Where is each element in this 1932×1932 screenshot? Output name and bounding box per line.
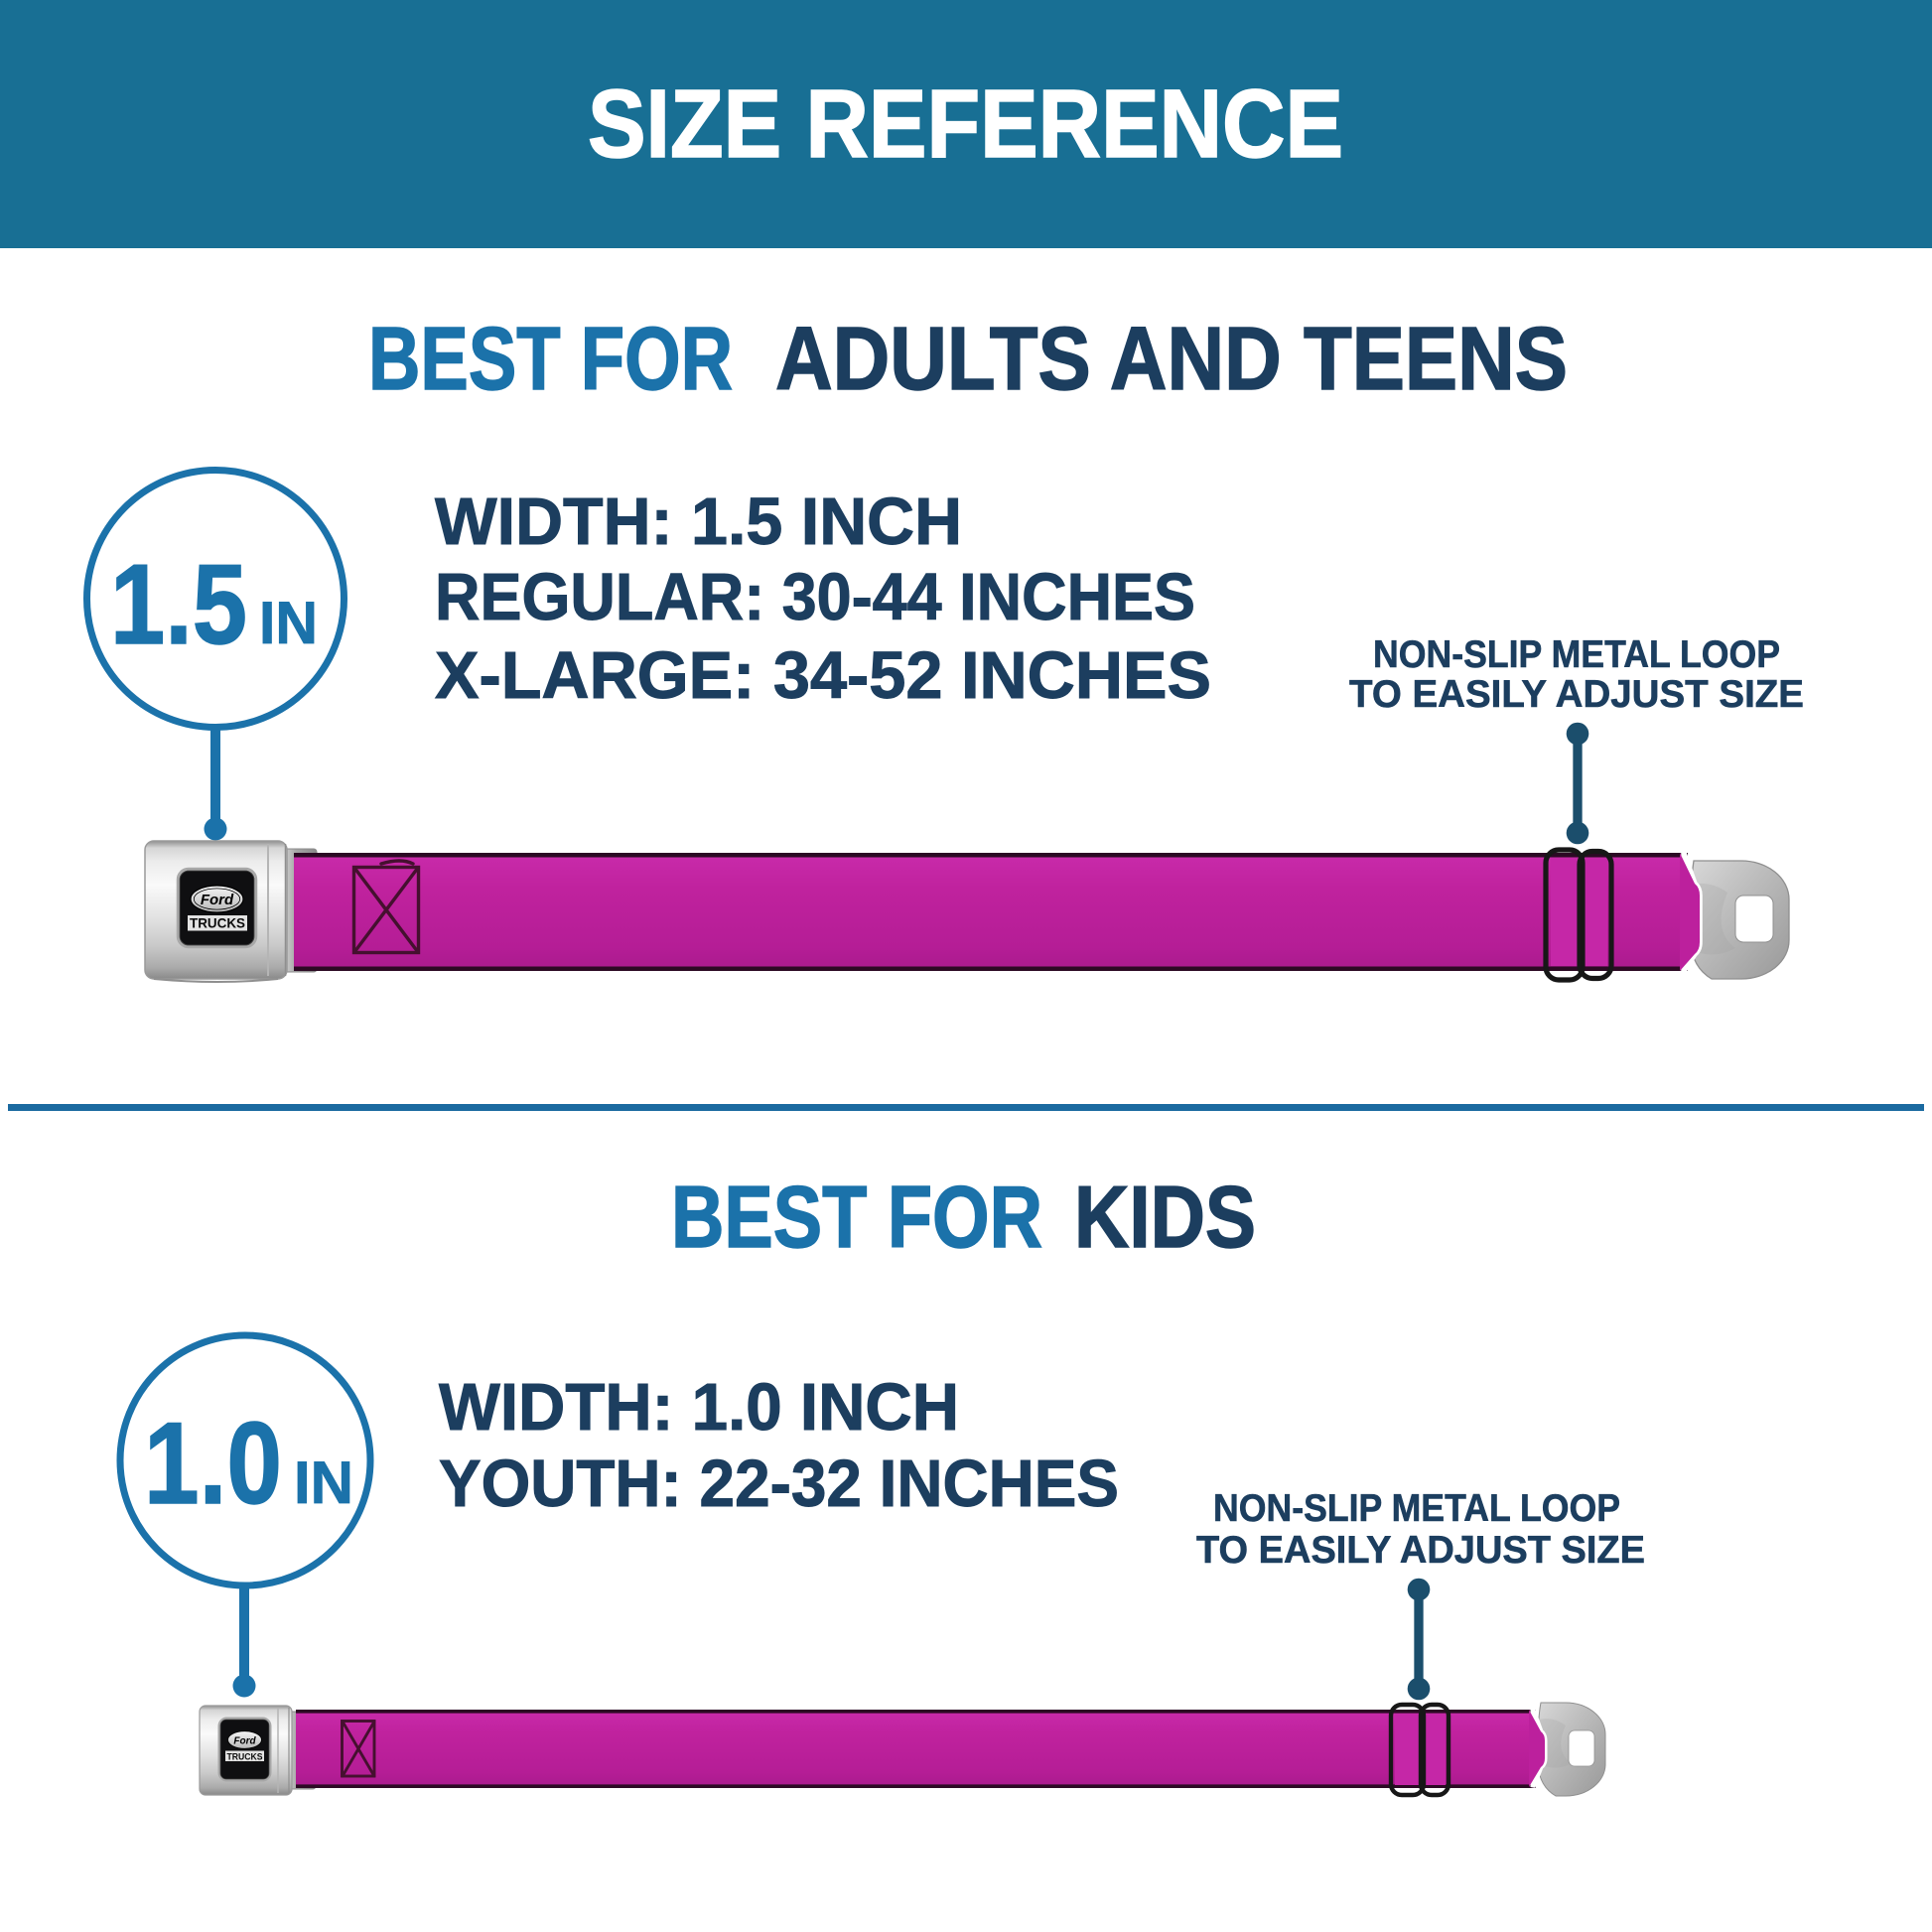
svg-text:1.5: 1.5	[110, 542, 247, 668]
svg-text:WIDTH: 1.0 INCH: WIDTH: 1.0 INCH	[439, 1370, 959, 1445]
svg-text:ADULTS AND TEENS: ADULTS AND TEENS	[775, 310, 1568, 409]
svg-text:NON-SLIP METAL LOOP: NON-SLIP METAL LOOP	[1213, 1487, 1620, 1530]
svg-text:SIZE REFERENCE: SIZE REFERENCE	[588, 69, 1343, 178]
svg-text:YOUTH: 22-32 INCHES: YOUTH: 22-32 INCHES	[439, 1447, 1119, 1521]
svg-text:BEST FOR: BEST FOR	[671, 1168, 1042, 1266]
svg-text:X-LARGE: 34-52 INCHES: X-LARGE: 34-52 INCHES	[435, 638, 1211, 713]
svg-text:TRUCKS: TRUCKS	[227, 1752, 263, 1763]
svg-text:WIDTH: 1.5 INCH: WIDTH: 1.5 INCH	[435, 484, 962, 559]
svg-text:1.0: 1.0	[144, 1398, 282, 1528]
svg-text:NON-SLIP METAL LOOP: NON-SLIP METAL LOOP	[1373, 633, 1780, 676]
svg-text:IN: IN	[294, 1449, 353, 1516]
svg-text:BEST FOR: BEST FOR	[368, 310, 733, 409]
svg-text:KIDS: KIDS	[1074, 1168, 1256, 1266]
svg-text:REGULAR: 30-44 INCHES: REGULAR: 30-44 INCHES	[435, 560, 1195, 634]
svg-text:Ford: Ford	[233, 1736, 256, 1747]
svg-text:Ford: Ford	[201, 892, 234, 908]
svg-text:TRUCKS: TRUCKS	[190, 915, 245, 931]
svg-text:TO EASILY ADJUST SIZE: TO EASILY ADJUST SIZE	[1196, 1529, 1645, 1572]
svg-text:IN: IN	[259, 590, 318, 656]
svg-text:TO EASILY ADJUST SIZE: TO EASILY ADJUST SIZE	[1349, 673, 1804, 716]
